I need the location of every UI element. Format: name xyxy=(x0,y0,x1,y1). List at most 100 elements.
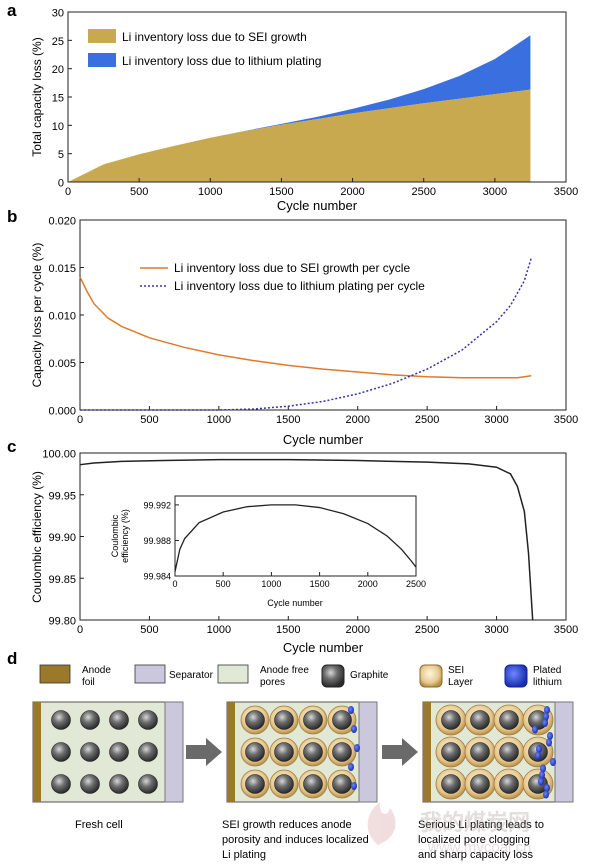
panel-letter-a: a xyxy=(7,1,17,20)
legend-text: Plated xyxy=(533,665,561,676)
caption-line: Fresh cell xyxy=(75,819,123,831)
graphite-particle xyxy=(303,774,323,794)
caption-line: SEI growth reduces anode xyxy=(222,819,352,831)
sei-swatch xyxy=(419,664,443,688)
area-sei-growth xyxy=(68,89,531,182)
legend-text: Anode free xyxy=(260,665,309,676)
x-axis-label-b: Cycle number xyxy=(283,432,364,447)
a-y-tick-label: 20 xyxy=(52,64,64,76)
a-x-tick-label: 1500 xyxy=(269,186,293,198)
caption-line: Serious Li plating leads to xyxy=(418,819,544,831)
a-y-tick-label: 30 xyxy=(52,8,64,20)
b-y-tick-label: 0.005 xyxy=(48,358,76,370)
c-y-tick-label: 99.80 xyxy=(48,616,76,628)
inset-x-tick-label: 1500 xyxy=(310,579,330,589)
plated-lithium-swatch xyxy=(504,664,528,688)
line-plating-per-cycle xyxy=(80,257,533,411)
graphite-particle xyxy=(332,710,352,730)
a-y-tick-label: 5 xyxy=(58,149,64,161)
b-x-tick-label: 500 xyxy=(140,414,158,426)
plated-lithium xyxy=(544,784,550,792)
y-axis-label-b: Capacity loss per cycle (%) xyxy=(30,243,44,388)
graphite-particle xyxy=(245,710,265,730)
graphite-particle xyxy=(499,774,519,794)
graphite-particle xyxy=(138,742,158,762)
legend-swatch-sei xyxy=(88,29,116,43)
separator xyxy=(164,701,184,803)
c-y-tick-label: 99.90 xyxy=(48,532,76,544)
graphite-particle xyxy=(245,742,265,762)
graphite-particle xyxy=(441,710,461,730)
a-x-tick-label: 2500 xyxy=(411,186,435,198)
inset-x-axis-label: Cycle number xyxy=(267,598,323,608)
a-x-tick-label: 2000 xyxy=(340,186,364,198)
inset-x-tick-label: 0 xyxy=(172,579,177,589)
x-axis-label-c: Cycle number xyxy=(283,640,364,655)
c-x-tick-label: 3000 xyxy=(484,624,508,636)
watermark-text: 我的煤炭网 xyxy=(420,810,530,835)
c-x-tick-label: 2500 xyxy=(415,624,439,636)
inset-chart: 0 500 1000 1500 2000 2500 99.984 99.988 99.992 C… xyxy=(110,495,426,608)
graphite-particle xyxy=(109,742,129,762)
inset-x-tick-label: 2000 xyxy=(358,579,378,589)
c-x-tick-label: 3500 xyxy=(554,624,578,636)
legend-label-plating-per-cycle: Li inventory loss due to lithium plating… xyxy=(174,279,425,293)
plated-lithium xyxy=(348,763,354,771)
watermark: 我的煤炭网 www.mycoal.cn xyxy=(367,802,531,856)
plated-lithium xyxy=(536,745,542,753)
plated-lithium xyxy=(543,790,549,799)
legend-text: foil xyxy=(82,677,95,688)
graphite-particle xyxy=(441,742,461,762)
graphite-particle xyxy=(138,774,158,794)
a-y-tick-label: 10 xyxy=(52,121,64,133)
plated-lithium xyxy=(546,738,552,747)
legend-swatch xyxy=(39,664,71,684)
anode-foil xyxy=(33,702,41,802)
graphite-swatch xyxy=(321,664,345,688)
cell-0: Fresh cell xyxy=(32,701,184,831)
graphite-particle xyxy=(499,742,519,762)
plated-lithium xyxy=(354,744,360,752)
plated-lithium xyxy=(532,725,538,734)
c-x-tick-label: 1500 xyxy=(276,624,300,636)
inset-y-tick-label: 99.988 xyxy=(143,536,171,546)
c-y-tick-label: 99.95 xyxy=(48,490,76,502)
graphite-particle xyxy=(470,710,490,730)
plated-lithium xyxy=(351,725,357,733)
legend-item-3: Graphite xyxy=(321,664,389,688)
graphite-particle xyxy=(470,742,490,762)
legend-text: pores xyxy=(260,677,285,688)
graphite-particle xyxy=(245,774,265,794)
graphite-particle xyxy=(80,742,100,762)
b-x-tick-label: 1500 xyxy=(276,414,300,426)
b-x-tick-label: 0 xyxy=(77,414,83,426)
plated-lithium xyxy=(540,764,546,773)
inset-y-axis-label: Coulombic efficiency (%) xyxy=(110,509,130,563)
legend-label-sei-per-cycle: Li inventory loss due to SEI growth per … xyxy=(174,261,410,275)
graphite-particle xyxy=(274,774,294,794)
legend-label-plating: Li inventory loss due to lithium plating xyxy=(122,54,321,68)
graphite-particle xyxy=(499,710,519,730)
anode-foil xyxy=(227,702,235,802)
graphite-particle xyxy=(332,742,352,762)
inset-frame xyxy=(174,495,417,577)
c-x-tick-label: 500 xyxy=(140,624,158,636)
a-x-tick-label: 0 xyxy=(65,186,71,198)
c-x-tick-label: 1000 xyxy=(207,624,231,636)
inset-x-tick-label: 2500 xyxy=(406,579,426,589)
legend-text: Separator xyxy=(169,670,214,681)
plated-lithium xyxy=(547,732,553,740)
c-y-tick-label: 99.85 xyxy=(48,574,76,586)
anode-foil xyxy=(423,702,431,802)
graphite-particle xyxy=(441,774,461,794)
graphite-particle xyxy=(80,710,100,730)
graphite-particle xyxy=(303,710,323,730)
legend-text: Layer xyxy=(448,677,474,688)
plated-lithium xyxy=(542,719,548,727)
legend-label-sei: Li inventory loss due to SEI growth xyxy=(122,30,307,44)
graphite-particle xyxy=(51,710,71,730)
process-arrow-0 xyxy=(186,738,222,766)
